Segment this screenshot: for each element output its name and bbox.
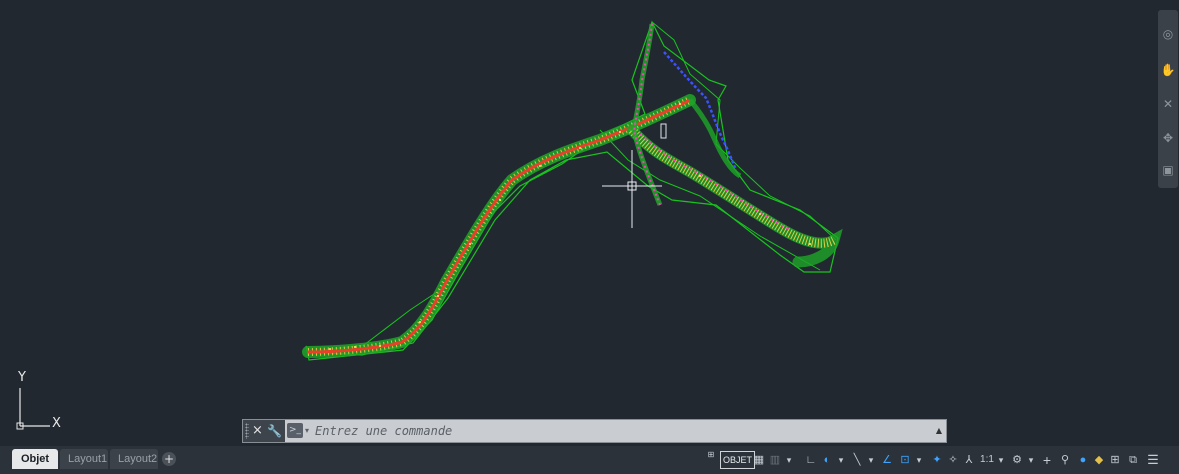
close-icon[interactable]: × <box>252 423 263 438</box>
command-line-handle[interactable]: × 🔧 <box>243 420 285 442</box>
status-bar: Objet Layout1 Layout2 + ⊞ OBJET ▦ ▥ ▾ ∟ … <box>0 446 1179 474</box>
workspace-gear-icon[interactable]: ⚙ <box>1012 454 1022 466</box>
fullscreen-icon[interactable]: ⧉ <box>1129 454 1137 466</box>
isolate-icon[interactable]: ● <box>1079 454 1087 466</box>
plus-icon[interactable]: + <box>1042 452 1052 468</box>
auto-scale-icon[interactable]: ✧ <box>948 454 958 466</box>
wrench-icon[interactable]: 🔧 <box>267 424 282 438</box>
grip-icon[interactable] <box>245 423 249 439</box>
isodraft-dropdown-icon[interactable]: ▾ <box>868 455 874 465</box>
crosshair-cursor <box>602 150 662 228</box>
navigation-bar: ◎ ✋ ✕ ✥ ▣ <box>1158 10 1178 188</box>
chevron-down-icon[interactable]: ▾ <box>305 426 310 435</box>
units-icon[interactable]: ⚲ <box>1060 454 1070 466</box>
ucs-y-label: Y <box>18 370 26 385</box>
polar-dropdown-icon[interactable]: ▾ <box>838 455 844 465</box>
scale-dropdown-icon[interactable]: ▾ <box>998 455 1004 465</box>
tab-layout1[interactable]: Layout1 <box>60 449 108 469</box>
customize-icon[interactable]: ☰ <box>1147 452 1159 467</box>
steering-wheel-icon[interactable]: ◎ <box>1162 27 1174 41</box>
workspace-dropdown-icon[interactable]: ▾ <box>1028 455 1034 465</box>
southeast-corridor-pink <box>639 133 791 231</box>
history-chevron-up-icon[interactable]: ▲ <box>935 426 942 435</box>
clean-screen-icon[interactable]: ⊞ <box>1110 454 1120 466</box>
grid-icon[interactable]: ▦ <box>753 454 765 466</box>
ucs-icon: Y X <box>14 368 74 432</box>
object-tracking-icon[interactable]: ∠ <box>882 454 892 466</box>
survey-points <box>329 103 811 350</box>
model-space-button[interactable]: OBJET <box>720 451 756 469</box>
command-line: × 🔧 >_ ▾ Entrez une commande ▲ <box>242 419 947 443</box>
hardware-acceleration-icon[interactable]: ◆ <box>1094 454 1104 466</box>
snap-dropdown-icon[interactable]: ▾ <box>786 455 792 465</box>
orbit-icon[interactable]: ✥ <box>1162 131 1174 145</box>
zoom-icon[interactable]: ✕ <box>1162 97 1174 111</box>
pan-icon[interactable]: ✋ <box>1160 63 1176 77</box>
isodraft-icon[interactable]: ╲ <box>853 454 861 466</box>
east-branch-band <box>688 98 742 179</box>
annotation-visibility-icon[interactable]: ✦ <box>932 454 942 466</box>
coordinates-icon[interactable]: ⊞ <box>707 450 715 459</box>
polar-icon[interactable]: ◐ <box>823 454 831 466</box>
boundary-south-line <box>599 129 821 271</box>
north-branch-texture <box>632 23 661 206</box>
block-marker <box>660 123 667 139</box>
snap-icon[interactable]: ▥ <box>769 454 781 466</box>
recent-commands-button[interactable]: >_ <box>287 423 303 438</box>
ucs-x-label: X <box>52 416 61 431</box>
osnap-icon[interactable]: ⊡ <box>900 454 910 466</box>
osnap-dropdown-icon[interactable]: ▾ <box>916 455 922 465</box>
southeast-corridor-texture <box>628 126 837 248</box>
scale-button[interactable]: 1:1 <box>980 454 994 465</box>
showmotion-icon[interactable]: ▣ <box>1162 163 1174 177</box>
tab-layout2[interactable]: Layout2 <box>110 449 158 469</box>
tab-model[interactable]: Objet <box>12 449 58 469</box>
command-input[interactable]: Entrez une commande <box>315 424 453 438</box>
site-boundary-polygon <box>305 20 839 361</box>
main-corridor-axis <box>307 98 691 354</box>
add-layout-button[interactable]: + <box>162 452 176 466</box>
ortho-icon[interactable]: ∟ <box>805 454 817 466</box>
annotation-scale-icon[interactable]: ⅄ <box>965 454 973 466</box>
